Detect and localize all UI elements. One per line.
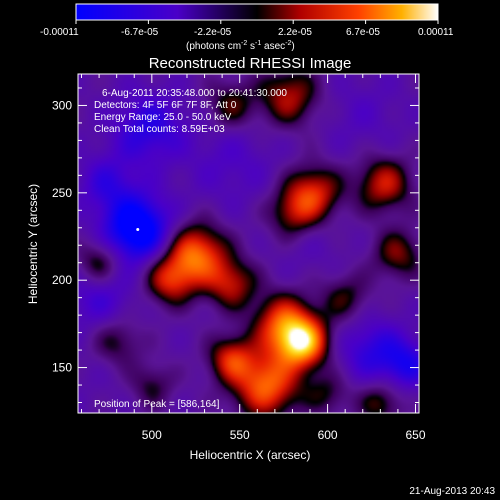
- x-axis-label: Heliocentric X (arcsec): [190, 448, 311, 462]
- axis-ticks: [78, 74, 419, 413]
- y-tick-label-1: 200: [52, 273, 72, 287]
- colorbar-tick-label-4: 6.7e-05: [346, 27, 380, 38]
- peak-marker: [136, 228, 140, 232]
- chart-title: Reconstructed RHESSI Image: [149, 55, 352, 72]
- axis-tick-labels: 500 550 600 650 150 200 250 300: [52, 98, 426, 442]
- colorbar-tick-label-3: 2.2e-05: [278, 27, 312, 38]
- colorbar-tick-label-0: -0.00011: [40, 27, 79, 38]
- y-tick-label-0: 150: [52, 361, 72, 375]
- colorbar-units: (photons cm-2 s-1 asec-2): [186, 40, 295, 52]
- colorbar-tick-label-1: -6.7e-05: [121, 27, 159, 38]
- peak-marker-dot: [136, 228, 140, 232]
- plot-frame: [77, 73, 420, 414]
- colorbar-tick-label-2: -2.2e-05: [194, 27, 232, 38]
- time-range-label: 6-Aug-2011 20:35:48.000 to 20:41:30.000: [102, 88, 287, 99]
- peak-position-label: Position of Peak = [586,164]: [94, 399, 220, 410]
- x-tick-label-0: 500: [142, 428, 162, 442]
- colorbar-tick-label-5: 0.00011: [418, 27, 454, 38]
- y-tick-label-3: 300: [52, 98, 72, 112]
- y-axis-label: Heliocentric Y (arcsec): [26, 184, 40, 304]
- y-tick-label-2: 250: [52, 186, 72, 200]
- colorbar-ticks: [75, 20, 439, 24]
- x-tick-label-3: 650: [405, 428, 425, 442]
- clean-counts-label: Clean Total counts: 8.59E+03: [94, 124, 225, 135]
- x-tick-label-2: 600: [318, 428, 338, 442]
- heatmap-image: [78, 74, 419, 413]
- colorbar: [75, 3, 439, 21]
- footer-timestamp: 21-Aug-2013 20:43: [409, 486, 495, 497]
- detectors-label: Detectors: 4F 5F 6F 7F 8F, Att 0: [94, 100, 237, 111]
- energy-range-label: Energy Range: 25.0 - 50.0 keV: [94, 112, 232, 123]
- x-tick-label-1: 550: [230, 428, 250, 442]
